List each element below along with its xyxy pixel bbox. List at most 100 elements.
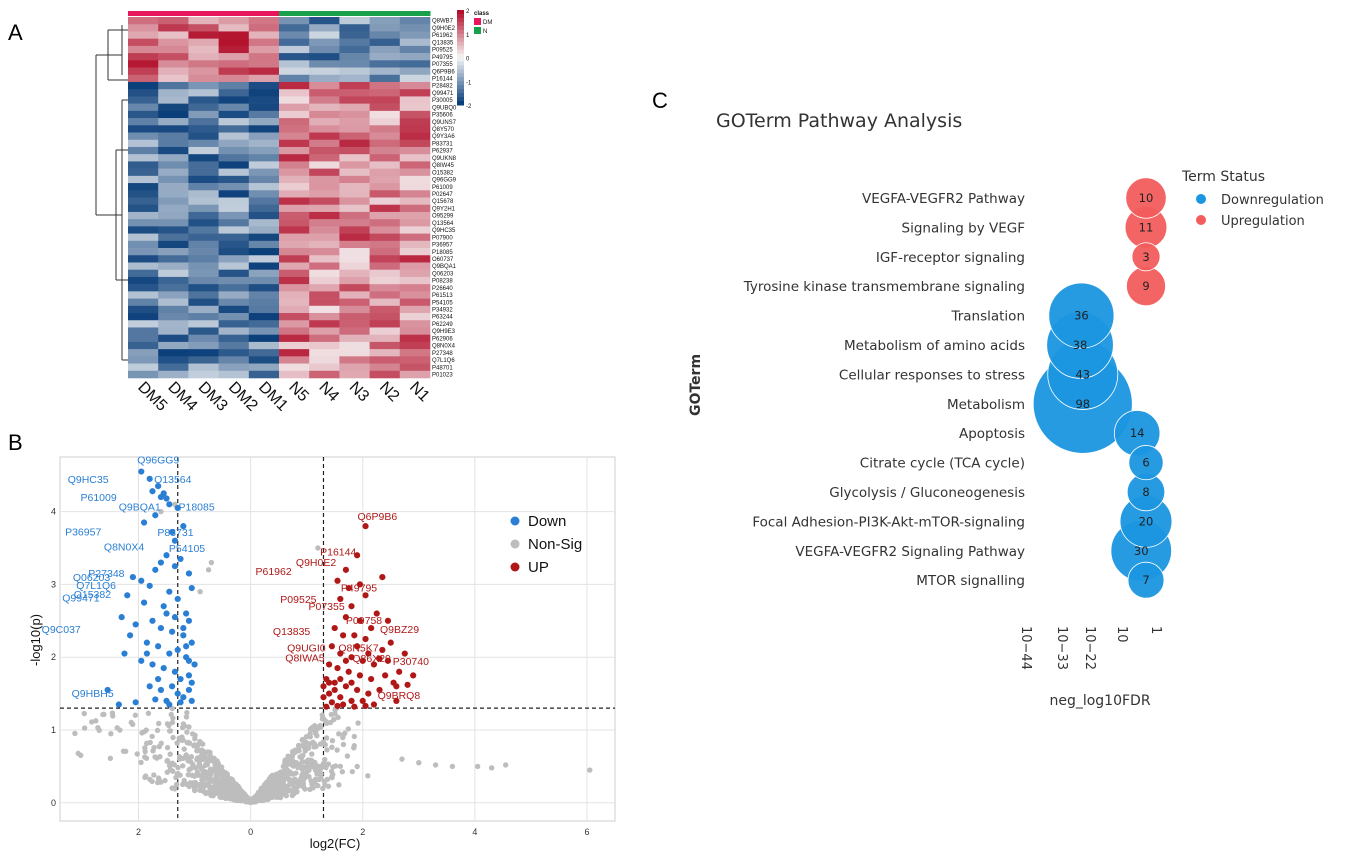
heatmap-cell [400, 356, 431, 364]
heatmap-cell [370, 335, 401, 343]
heatmap-cell [188, 39, 219, 47]
heatmap-cell [279, 306, 310, 314]
heatmap-cell [128, 291, 159, 299]
non-sig-point [117, 727, 122, 732]
down-point [144, 640, 150, 646]
non-sig-point [292, 788, 297, 793]
non-sig-point [226, 780, 231, 785]
heatmap-cell [370, 125, 401, 133]
down-point [161, 665, 167, 671]
heatmap-cell [219, 349, 250, 357]
class-bar-cell [339, 11, 370, 16]
non-sig-point [322, 779, 327, 784]
heatmap-cell [219, 212, 250, 220]
heatmap-cell [158, 39, 189, 47]
non-sig-point [307, 787, 312, 792]
class-legend-label: N [483, 29, 487, 35]
down-point [175, 647, 181, 653]
non-sig-point [150, 748, 155, 753]
color-scale-tick: 2 [466, 9, 470, 15]
up-point [390, 680, 396, 686]
go-x-tick: 1 [1148, 626, 1163, 634]
non-sig-point [244, 795, 249, 800]
heatmap-cell [279, 335, 310, 343]
heatmap-cell [400, 111, 431, 119]
heatmap-cell [128, 342, 159, 350]
heatmap-cell [400, 299, 431, 307]
heatmap-row-label: P09525 [432, 48, 453, 54]
heatmap-cell [249, 169, 279, 177]
go-y-axis-label: GOTerm [688, 354, 704, 416]
up-point [365, 691, 371, 697]
heatmap-cell [279, 75, 310, 83]
non-sig-point [121, 748, 126, 753]
heatmap-cell [188, 327, 219, 335]
non-sig-point [208, 771, 213, 776]
heatmap-cell [309, 335, 340, 343]
heatmap-cell [370, 169, 401, 177]
non-sig-point [219, 771, 224, 776]
heatmap-cell [400, 24, 431, 32]
non-sig-point [341, 742, 346, 747]
heatmap-cell [339, 234, 370, 242]
heatmap-cell [309, 320, 340, 328]
heatmap-cell [370, 161, 401, 169]
heatmap-cell [219, 39, 250, 47]
heatmap-cell [370, 96, 401, 104]
heatmap-cell [400, 364, 431, 372]
heatmap-cell [219, 364, 250, 372]
heatmap-cell [188, 104, 219, 112]
heatmap-cell [400, 255, 431, 263]
up-point [332, 625, 338, 631]
heatmap-cell [309, 198, 340, 206]
up-point [337, 694, 343, 700]
heatmap-cell [249, 68, 279, 76]
heatmap-cell [249, 125, 279, 133]
heatmap-cell [158, 277, 189, 285]
heatmap-cell [400, 183, 431, 191]
heatmap-cell [188, 270, 219, 278]
heatmap-cell [158, 24, 189, 32]
non-sig-point [138, 760, 143, 765]
heatmap-cell [400, 270, 431, 278]
heatmap-cell [400, 320, 431, 328]
heatmap-row-label: Q06203 [432, 271, 454, 277]
non-sig-point [293, 770, 298, 775]
heatmap-cell [219, 262, 250, 270]
heatmap-cell [279, 104, 310, 112]
volcano-y-tick: 1 [51, 725, 56, 735]
heatmap-cell [158, 342, 189, 350]
non-sig-point [503, 762, 508, 767]
heatmap-cell [400, 277, 431, 285]
heatmap-cell [219, 277, 250, 285]
heatmap-cell [400, 342, 431, 350]
heatmap-cell [128, 262, 159, 270]
heatmap-cell [158, 169, 189, 177]
go-legend-marker [1196, 215, 1206, 225]
heatmap-cell [128, 161, 159, 169]
heatmap-cell [309, 140, 340, 148]
heatmap-column-label: DM1 [255, 379, 291, 415]
heatmap-cell [188, 262, 219, 270]
up-point [362, 523, 368, 529]
non-sig-point [186, 740, 191, 745]
heatmap-cell [219, 111, 250, 119]
volcano-y-axis-label: -log10(p) [28, 614, 43, 666]
non-sig-point [194, 748, 199, 753]
non-sig-point [587, 767, 592, 772]
color-scale-step [457, 61, 464, 65]
heatmap-cell [249, 82, 279, 90]
non-sig-point [170, 769, 175, 774]
heatmap-cell [279, 262, 310, 270]
heatmap-cell [370, 118, 401, 126]
color-scale-tick: -2 [466, 104, 472, 110]
heatmap-row-label: P54105 [432, 300, 453, 306]
non-sig-point [200, 757, 205, 762]
non-sig-point [266, 793, 271, 798]
heatmap-cell [309, 46, 340, 54]
heatmap-cell [279, 234, 310, 242]
non-sig-point [354, 764, 359, 769]
non-sig-point [307, 757, 312, 762]
heatmap-cell [370, 53, 401, 61]
heatmap-cell [309, 226, 340, 234]
